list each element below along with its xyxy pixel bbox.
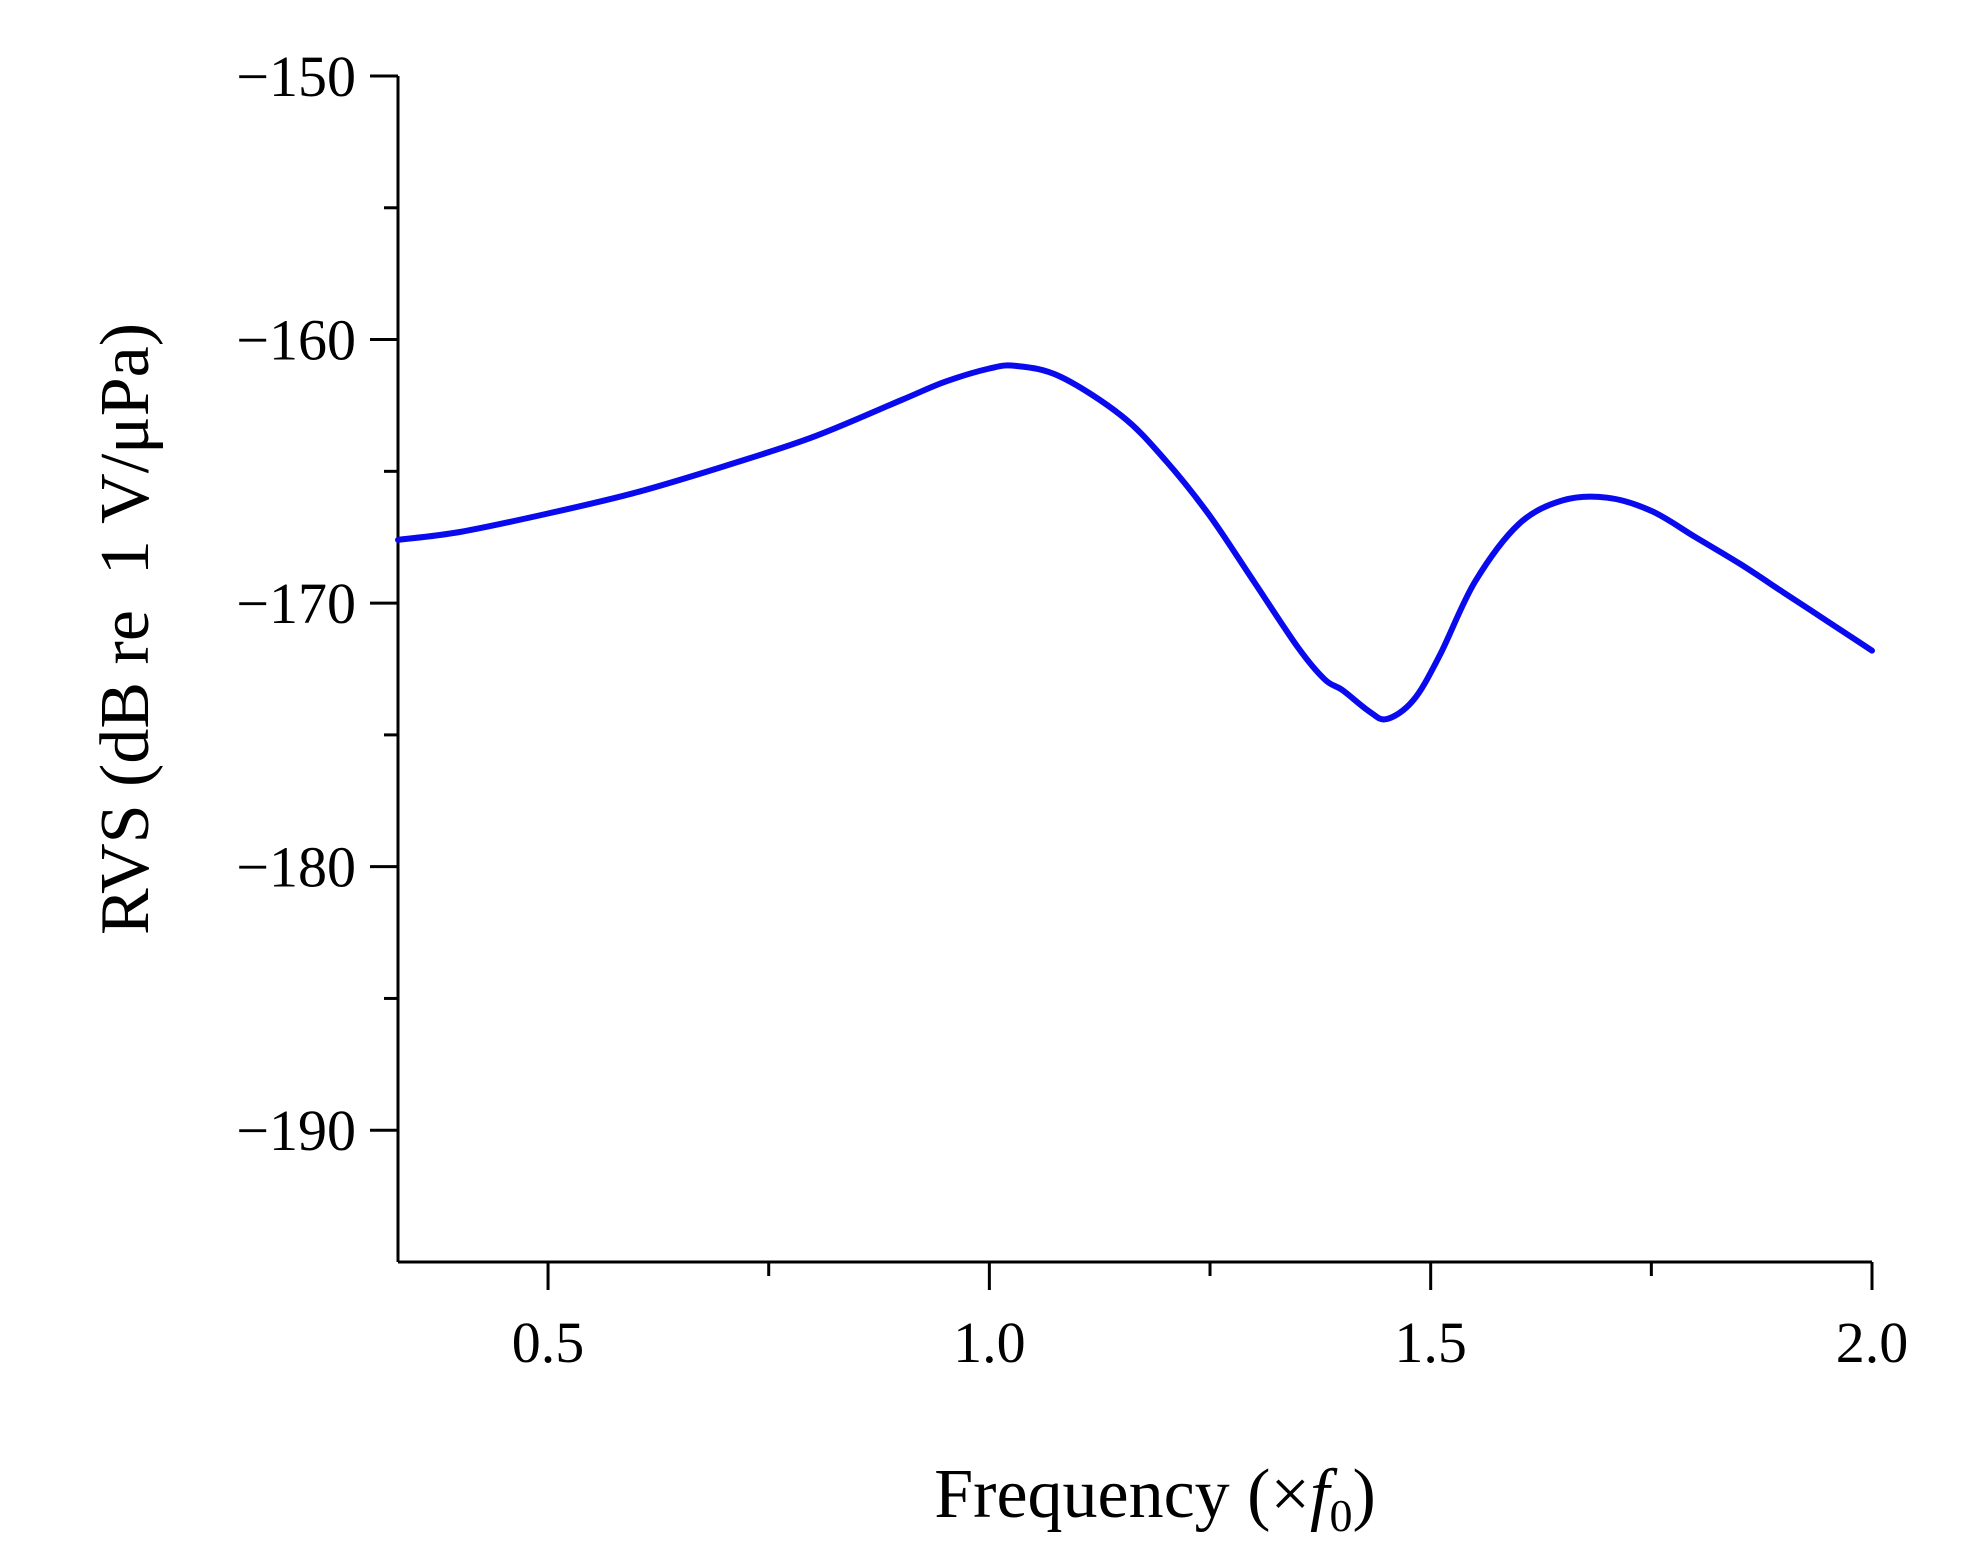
x-tick-label: 0.5 — [512, 1310, 585, 1375]
x-tick-label: 2.0 — [1836, 1310, 1909, 1375]
tick-labels: −150 −160 −170 −180 −190 0.5 1.0 1.5 2.0 — [236, 44, 1908, 1375]
x-axis-title-close: ) — [1352, 1456, 1375, 1533]
ticks — [370, 74, 1874, 1290]
y-tick-label: −180 — [236, 835, 356, 900]
x-axis-title: Frequency (×f0) — [934, 1456, 1376, 1541]
y-axis-title: RVS (dB re 1 V/μPa) — [87, 323, 164, 935]
x-axis-title-sub: 0 — [1329, 1490, 1352, 1541]
y-tick-label: −150 — [236, 44, 356, 109]
x-tick-label: 1.0 — [953, 1310, 1026, 1375]
x-tick-label: 1.5 — [1394, 1310, 1467, 1375]
y-tick-label: −160 — [236, 308, 356, 373]
y-tick-label: −190 — [236, 1098, 356, 1163]
x-axis-title-main: Frequency (× — [934, 1456, 1310, 1533]
y-tick-label: −170 — [236, 571, 356, 636]
axes — [396, 76, 1872, 1264]
plot-area — [395, 362, 1875, 723]
series-line — [395, 362, 1875, 723]
